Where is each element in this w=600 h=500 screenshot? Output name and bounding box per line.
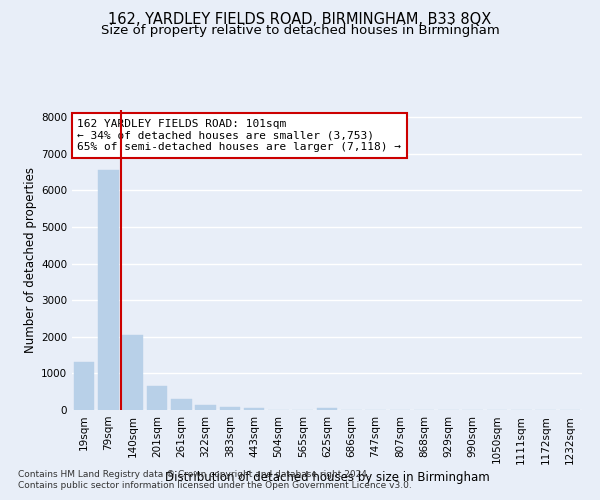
Text: 162 YARDLEY FIELDS ROAD: 101sqm
← 34% of detached houses are smaller (3,753)
65%: 162 YARDLEY FIELDS ROAD: 101sqm ← 34% of… [77, 119, 401, 152]
Bar [220, 406, 240, 410]
X-axis label: Distribution of detached houses by size in Birmingham: Distribution of detached houses by size … [164, 470, 490, 484]
Bar [74, 362, 94, 410]
Bar [244, 408, 265, 410]
Bar [317, 408, 337, 410]
Bar [98, 170, 119, 410]
Bar [146, 386, 167, 410]
Text: Contains public sector information licensed under the Open Government Licence v3: Contains public sector information licen… [18, 481, 412, 490]
Bar [171, 400, 191, 410]
Y-axis label: Number of detached properties: Number of detached properties [24, 167, 37, 353]
Bar [122, 334, 143, 410]
Bar [195, 404, 216, 410]
Text: Contains HM Land Registry data © Crown copyright and database right 2024.: Contains HM Land Registry data © Crown c… [18, 470, 370, 479]
Text: Size of property relative to detached houses in Birmingham: Size of property relative to detached ho… [101, 24, 499, 37]
Text: 162, YARDLEY FIELDS ROAD, BIRMINGHAM, B33 8QX: 162, YARDLEY FIELDS ROAD, BIRMINGHAM, B3… [109, 12, 491, 28]
